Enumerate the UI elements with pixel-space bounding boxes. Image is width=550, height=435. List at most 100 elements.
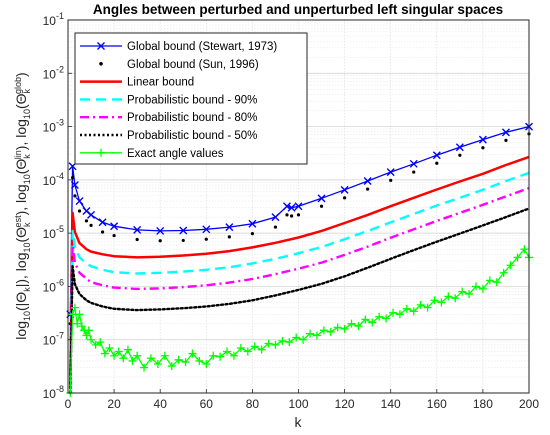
series-line-2 <box>69 155 530 378</box>
data-point-plus-marker <box>181 358 190 367</box>
data-point-plus-marker <box>278 336 287 345</box>
data-point-plus-marker <box>250 342 259 351</box>
data-point-plus-marker <box>375 312 384 321</box>
data-point-plus-marker <box>236 343 245 352</box>
data-point-dot <box>158 239 162 243</box>
data-point-plus-marker <box>167 362 176 371</box>
data-point-plus-marker <box>312 331 321 340</box>
data-point-plus-marker <box>458 287 467 296</box>
legend-item-1: Global bound (Sun, 1996) <box>99 59 259 71</box>
data-point-plus-marker <box>128 356 137 365</box>
data-point-plus-marker <box>506 261 515 270</box>
data-point-plus-marker <box>485 276 494 285</box>
data-point-plus-marker <box>100 349 109 358</box>
data-point-dot <box>135 237 139 242</box>
y-tick-label: 10-5 <box>43 224 64 241</box>
data-point-plus-marker <box>105 343 114 352</box>
data-point-plus-marker <box>471 282 480 291</box>
data-point-plus-marker <box>451 294 460 303</box>
x-tick-label: 120 <box>335 397 355 411</box>
data-point-plus-marker <box>68 310 77 319</box>
legend-item-5: Probabilistic bound - 50% <box>80 130 257 142</box>
x-tick-label: 140 <box>381 397 401 411</box>
data-point-dot <box>77 209 82 213</box>
x-tick-label: 80 <box>246 397 260 411</box>
data-point-dot <box>73 194 77 198</box>
data-point-x-marker <box>501 128 510 137</box>
data-point-dot <box>435 161 439 165</box>
data-point-plus-marker <box>409 307 418 316</box>
data-point-plus-marker <box>478 284 487 293</box>
data-point-plus-marker <box>195 356 204 365</box>
legend-item-3: Probabilistic bound - 90% <box>80 94 257 106</box>
data-point-plus-marker <box>382 314 391 323</box>
data-point-plus-marker <box>513 253 522 262</box>
data-point-plus-marker <box>82 331 91 340</box>
data-point-plus-marker <box>389 308 398 317</box>
data-point-plus-marker <box>333 323 342 332</box>
data-point-plus-marker <box>146 354 155 363</box>
data-point-plus-marker <box>119 354 128 363</box>
data-point-plus-marker <box>96 338 105 347</box>
data-point-plus-marker <box>402 304 411 313</box>
data-point-dot <box>412 170 416 174</box>
legend-label: Global bound (Sun, 1996) <box>127 59 259 71</box>
x-axis-label: k <box>295 414 303 430</box>
data-point-plus-marker <box>306 329 315 338</box>
x-tick-label: 40 <box>154 397 168 411</box>
data-point-dot <box>319 204 324 208</box>
x-tick-label: 200 <box>519 397 539 411</box>
data-point-plus-marker <box>70 303 79 312</box>
data-point-dot <box>112 233 116 238</box>
data-point-dot <box>71 176 75 180</box>
data-point-plus-marker <box>499 268 508 277</box>
data-point-dot <box>204 237 208 241</box>
data-point-plus-marker <box>174 355 183 364</box>
legend-item-4: Probabilistic bound - 80% <box>80 112 257 124</box>
data-point-plus-marker <box>264 339 273 348</box>
data-point-plus-marker <box>110 351 119 360</box>
data-point-plus-marker <box>444 292 453 301</box>
data-point-plus-marker <box>430 296 439 305</box>
data-point-x-marker <box>202 225 211 234</box>
data-point-plus-marker <box>133 351 142 360</box>
data-point-x-marker <box>98 218 107 227</box>
series-line-4 <box>69 186 530 389</box>
data-point-dot <box>84 219 89 223</box>
series-layer <box>66 122 533 397</box>
y-tick-label: 10-1 <box>43 11 64 28</box>
data-point-plus-marker <box>395 310 404 319</box>
data-point-plus-marker <box>123 345 132 354</box>
legend-items: Global bound (Stewart, 1973) Global bound… <box>80 41 277 160</box>
data-point-plus-marker <box>326 327 335 336</box>
series-3 <box>69 171 530 384</box>
data-point-plus-marker <box>216 352 225 361</box>
legend-label: Probabilistic bound - 50% <box>127 130 257 142</box>
data-point-plus-marker <box>114 347 123 356</box>
data-point-x-marker <box>455 143 464 152</box>
data-point-x-marker <box>409 159 418 168</box>
data-point-x-marker <box>70 181 79 190</box>
data-point-plus-marker <box>223 347 232 356</box>
legend-item-2: Linear bound <box>80 77 194 89</box>
data-point-x-marker <box>248 219 257 228</box>
data-point-x-marker <box>386 168 395 177</box>
data-point-plus-marker <box>160 351 169 360</box>
data-point-plus-marker <box>285 338 294 347</box>
data-point-dot <box>89 223 93 227</box>
data-point-plus-marker <box>77 322 86 331</box>
y-axis-label: log10(|Θk|), log10(Θkest), log10(Θklin),… <box>13 72 32 339</box>
data-point-plus-marker <box>319 326 328 335</box>
data-point-plus-marker <box>437 298 446 307</box>
series-2 <box>69 155 530 378</box>
data-point-plus-marker <box>91 340 100 349</box>
legend-label: Probabilistic bound - 90% <box>127 94 257 106</box>
data-point-plus-marker <box>229 351 238 360</box>
data-point-x-marker <box>133 225 142 234</box>
series-4 <box>69 186 530 389</box>
legend-item-0: Global bound (Stewart, 1973) <box>80 41 277 53</box>
data-point-dot <box>227 235 231 239</box>
data-point-plus-marker <box>271 340 280 349</box>
data-point-x-marker <box>363 177 372 186</box>
